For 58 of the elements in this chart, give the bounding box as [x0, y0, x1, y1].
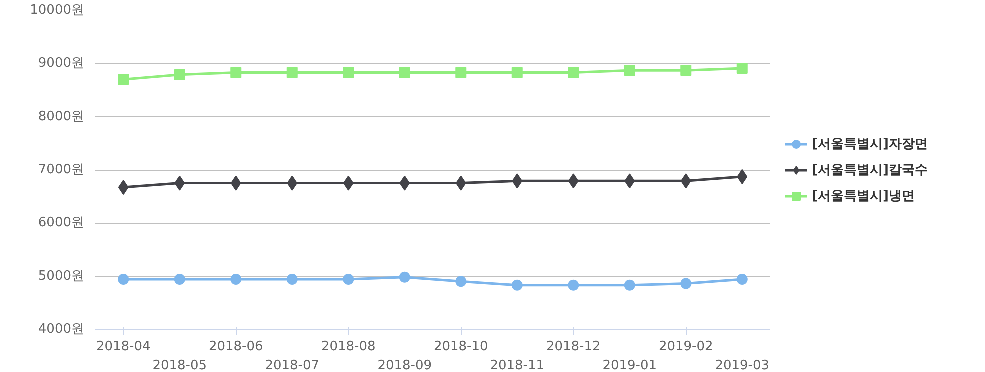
point — [118, 180, 129, 196]
point — [456, 67, 467, 78]
x-tick-label: 2018-11 — [490, 358, 545, 372]
point — [680, 278, 692, 290]
point — [400, 176, 410, 191]
point — [343, 274, 354, 286]
point — [736, 274, 748, 286]
point — [568, 67, 580, 78]
point — [118, 274, 130, 286]
x-tick-label: 2019-03 — [715, 358, 770, 372]
x-tick-label: 2018-12 — [546, 340, 601, 354]
point — [456, 176, 466, 191]
point — [624, 174, 636, 189]
x-tick-label: 2018-08 — [321, 340, 376, 354]
point — [286, 274, 298, 286]
point — [680, 174, 692, 189]
y-tick-label: 10000원 — [30, 3, 85, 18]
point — [512, 280, 523, 291]
point — [568, 174, 579, 189]
point — [230, 176, 242, 191]
point — [174, 69, 186, 80]
x-tick-label: 2018-05 — [152, 358, 208, 372]
point — [286, 67, 298, 78]
point — [512, 174, 523, 189]
point — [624, 65, 636, 76]
legend-label: [서울특별시]자장면 — [812, 136, 928, 152]
legend-label: [서울특별시]칼국수 — [812, 162, 928, 178]
x-tick-label: 2019-02 — [658, 340, 714, 354]
y-tick-label: 9000원 — [38, 56, 85, 72]
y-tick-label: 8000원 — [38, 109, 85, 124]
point — [736, 62, 748, 74]
x-tick-label: 2018-04 — [96, 340, 151, 354]
point — [737, 169, 748, 184]
point — [118, 74, 130, 86]
y-tick-label: 4000원 — [38, 322, 85, 337]
x-tick-label: 2018-07 — [265, 358, 320, 372]
point — [230, 274, 242, 286]
point — [174, 176, 186, 191]
y-tick-label: 6000원 — [38, 216, 85, 231]
point — [680, 65, 692, 76]
point — [399, 272, 410, 283]
point — [174, 274, 186, 286]
point — [287, 176, 298, 191]
y-tick-label: 5000원 — [38, 268, 85, 284]
point — [343, 176, 354, 191]
x-tick-label: 2018-06 — [208, 340, 264, 354]
point — [399, 67, 410, 78]
legend-label: [서울특별시]냉면 — [812, 188, 915, 204]
point — [456, 276, 467, 288]
x-tick-label: 2018-09 — [378, 358, 432, 372]
y-tick-label: 7000원 — [38, 162, 85, 178]
point — [512, 67, 523, 78]
point — [230, 67, 242, 78]
point — [343, 67, 354, 78]
x-tick-label: 2019-01 — [602, 358, 658, 372]
point — [624, 280, 636, 291]
point — [568, 280, 580, 291]
x-tick-label: 2018-10 — [434, 340, 488, 354]
